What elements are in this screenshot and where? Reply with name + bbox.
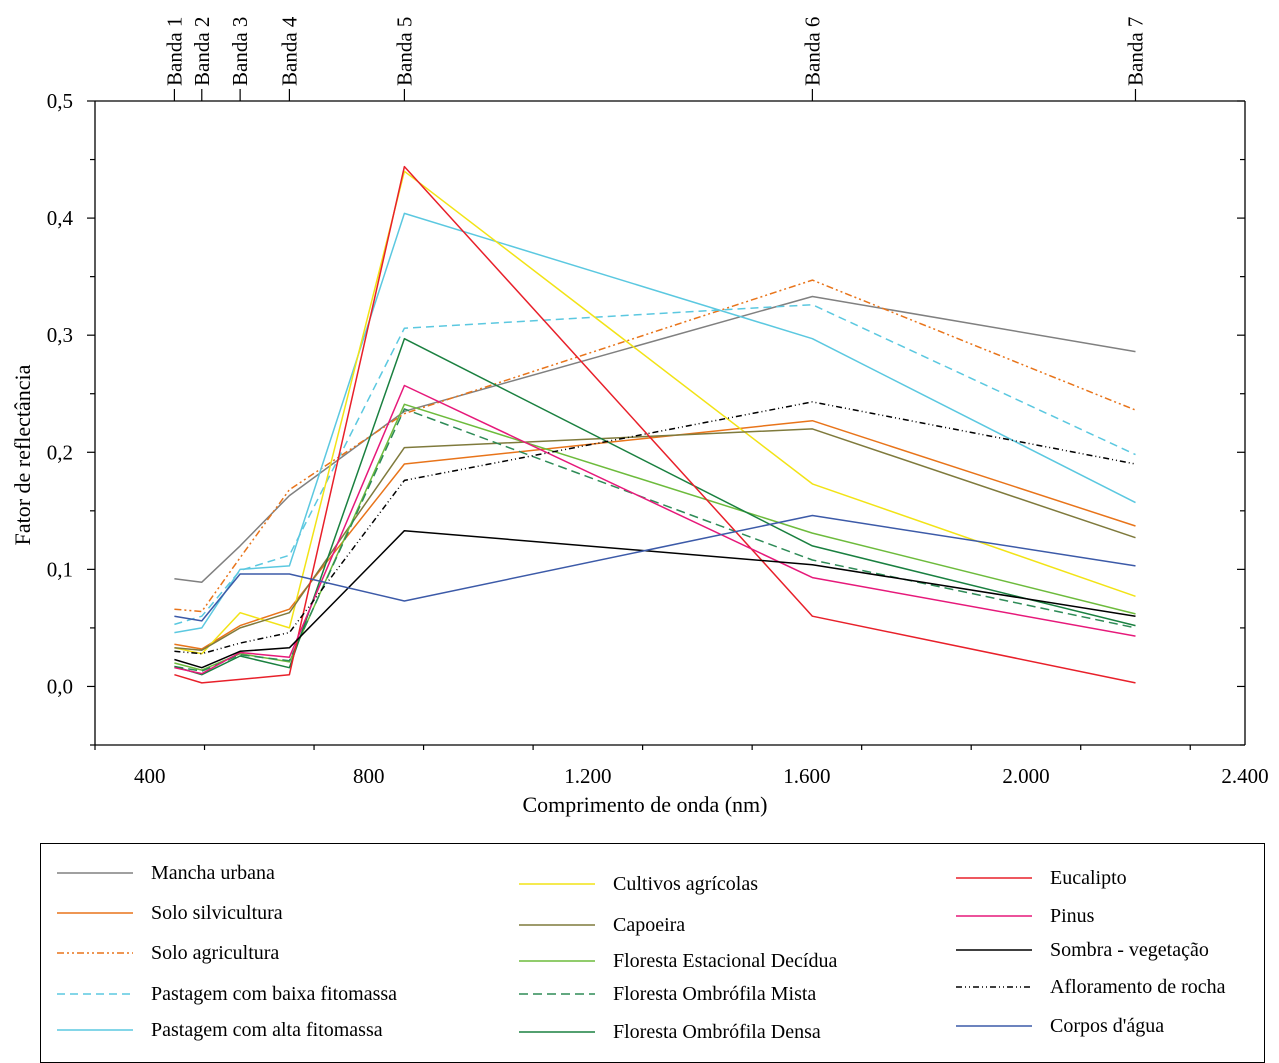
legend-item: Cultivos agrícolas <box>519 872 758 896</box>
legend-swatch <box>57 872 133 874</box>
legend-item: Corpos d'água <box>956 1014 1164 1038</box>
legend-item: Solo agricultura <box>57 941 279 965</box>
x-axis: 400 800 1.200 1.600 2.000 2.400 <box>94 745 1269 788</box>
legend-label: Solo agricultura <box>151 941 280 964</box>
legend-swatch <box>57 1029 133 1031</box>
band-label: Banda 7 <box>1123 17 1147 86</box>
y-tick-label: 0,1 <box>47 557 73 581</box>
legend-item: Afloramento de rocha <box>956 975 1225 999</box>
legend-item: Floresta Ombrófila Mista <box>519 982 816 1006</box>
legend-item: Pastagem com baixa fitomassa <box>57 982 397 1006</box>
legend-swatch <box>956 986 1032 988</box>
legend-label: Afloramento de rocha <box>1050 975 1226 998</box>
legend-label: Capoeira <box>613 913 686 936</box>
legend-label: Pinus <box>1050 904 1095 927</box>
series-line <box>174 170 1136 655</box>
legend-item: Floresta Ombrófila Densa <box>519 1020 821 1044</box>
x-tick-label: 800 <box>353 764 385 788</box>
series-line <box>174 337 1136 676</box>
y-tick-label: 0,3 <box>47 323 73 347</box>
x-tick-label: 400 <box>134 764 166 788</box>
legend-swatch <box>57 952 133 954</box>
y-axis-label: Fator de reflectância <box>10 364 35 545</box>
x-tick-label: 2.000 <box>1002 764 1049 788</box>
legend-swatch <box>519 924 595 926</box>
legend-label: Cultivos agrícolas <box>613 872 758 895</box>
legend-swatch <box>956 877 1032 879</box>
series-line <box>174 428 1136 651</box>
legend-label: Corpos d'água <box>1050 1014 1165 1037</box>
band-axis: Banda 1 Banda 2 Banda 3 Banda 4 Banda 5 Banda… <box>162 16 1147 101</box>
x-tick-label: 1.600 <box>783 764 830 788</box>
legend-item: Mancha urbana <box>57 861 275 885</box>
band-label: Banda 5 <box>392 17 416 86</box>
legend-swatch <box>519 993 595 995</box>
series-line <box>174 279 1136 613</box>
legend-label: Floresta Estacional Decídua <box>613 949 838 972</box>
y-tick-label: 0,4 <box>47 206 74 230</box>
legend-label: Eucalipto <box>1050 866 1127 889</box>
chart: 400 800 1.200 1.600 2.000 2.400 0,00,10,20,30… <box>10 16 1269 817</box>
legend-label: Floresta Ombrófila Mista <box>613 982 817 1005</box>
series-line <box>174 401 1136 655</box>
series-line <box>174 384 1136 675</box>
legend-label: Pastagem com alta fitomassa <box>151 1018 383 1041</box>
series-line <box>174 419 1136 650</box>
y-axis: 0,0 0,1 0,2 0,3 0,4 0,5 <box>47 89 1245 746</box>
series-line <box>174 403 1136 671</box>
series-layer <box>174 165 1136 684</box>
y-tick-label: 0,0 <box>47 674 73 698</box>
series-line <box>174 303 1136 626</box>
legend-item: Floresta Estacional Decídua <box>519 949 837 973</box>
legend-swatch <box>519 883 595 885</box>
legend-swatch <box>956 1025 1032 1027</box>
x-tick-label: 1.200 <box>564 764 611 788</box>
plot-frame <box>94 100 1246 746</box>
x-axis-label: Comprimento de onda (nm) <box>522 792 767 817</box>
x-tick-label: 2.400 <box>1221 764 1268 788</box>
legend-item: Eucalipto <box>956 866 1127 890</box>
legend-label: Solo silvicultura <box>151 901 283 924</box>
series-line <box>174 514 1136 622</box>
legend-swatch <box>57 993 133 995</box>
band-label: Banda 1 <box>162 17 186 86</box>
legend-swatch <box>519 960 595 962</box>
legend-label: Mancha urbana <box>151 861 275 884</box>
series-line <box>174 529 1136 669</box>
band-label: Banda 3 <box>228 17 252 86</box>
legend-item: Pinus <box>956 904 1094 928</box>
legend-item: Sombra - vegetação <box>956 938 1209 962</box>
legend-swatch <box>519 1031 595 1033</box>
series-line <box>174 165 1136 684</box>
legend-item: Capoeira <box>519 913 685 937</box>
band-label: Banda 2 <box>190 17 214 86</box>
series-line <box>174 295 1136 583</box>
legend-swatch <box>57 912 133 914</box>
y-tick-label: 0,2 <box>47 440 73 464</box>
legend-item: Solo silvicultura <box>57 901 283 925</box>
series-line <box>174 212 1136 634</box>
band-label: Banda 4 <box>277 16 301 86</box>
band-label: Banda 6 <box>800 17 824 86</box>
legend-item: Pastagem com alta fitomassa <box>57 1018 383 1042</box>
legend-label: Floresta Ombrófila Densa <box>613 1020 821 1043</box>
legend-label: Sombra - vegetação <box>1050 938 1209 961</box>
legend-swatch <box>956 915 1032 917</box>
legend: Mancha urbana Solo silvicultura Solo agric… <box>40 843 1265 1063</box>
y-tick-label: 0,5 <box>47 89 73 113</box>
legend-swatch <box>956 949 1032 951</box>
series-line <box>174 408 1136 672</box>
legend-label: Pastagem com baixa fitomassa <box>151 982 398 1005</box>
